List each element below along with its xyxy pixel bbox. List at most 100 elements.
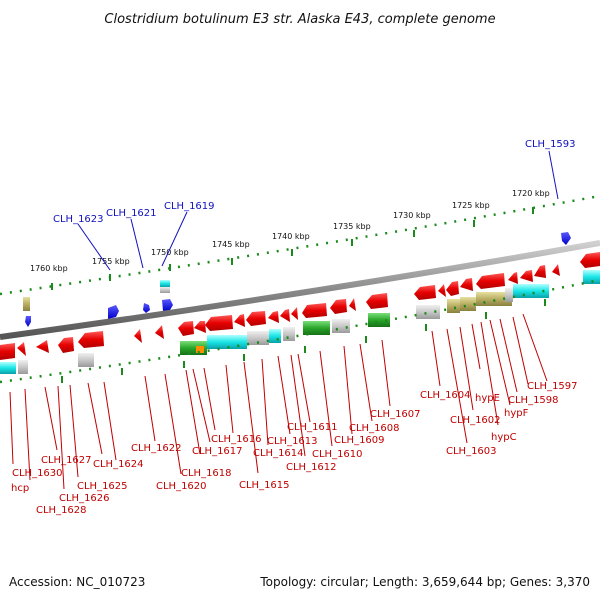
cyan-feature [269,329,281,343]
ruler-label: 1750 kbp [151,248,189,257]
red-gene-arrow [155,325,164,339]
gene-label-red: hypC [491,432,517,443]
red-gene-arrow [349,298,356,311]
blue-labels: CLH_1623 CLH_1621 CLH_1619 CLH_1593 [53,139,576,225]
genome-backbone [0,240,600,340]
gene-label-red: CLH_1627 [41,455,92,466]
gene-label-red: hypE [475,393,500,404]
genome-summary-text: Topology: circular; Length: 3,659,644 bp… [259,575,590,589]
orange-feature [196,346,204,353]
red-gene-arrow [291,307,298,320]
gray-feature [505,288,513,302]
gene-label-red: CLH_1626 [59,493,110,504]
feature-track [0,270,600,374]
gene-label-red: CLH_1614 [253,448,304,459]
blue-gene-arrow [108,305,119,319]
red-gene-arrow [58,337,74,353]
ruler-label: 1740 kbp [272,232,310,241]
red-labels: CLH_1630 hcp CLH_1627 CLH_1628 CLH_1626 … [11,381,578,516]
gene-label-red: CLH_1615 [239,480,290,491]
gray-feature [18,360,28,374]
red-gene-arrow [476,273,505,289]
red-gene-arrow [508,272,518,284]
reverse-strand-genes [25,232,571,327]
red-gene-arrow [246,311,266,326]
ruler-label: 1735 kbp [333,222,371,231]
red-gene-arrow [534,265,546,278]
upper-features [23,280,170,311]
red-gene-arrow [78,331,104,348]
olive-gene-block [23,297,30,311]
ruler-label: 1720 kbp [512,189,550,198]
gene-label-red: CLH_1613 [267,436,318,447]
red-gene-arrow [520,270,533,282]
cyan-feature [207,335,247,349]
gene-label-red: CLH_1609 [334,435,385,446]
gray-feature [283,327,295,341]
cyan-feature [513,284,549,298]
red-gene-arrow [366,293,388,309]
gene-label-blue: CLH_1621 [106,208,157,219]
red-gene-arrow [134,329,142,343]
red-gene-arrow [17,342,26,356]
outer-ruler [0,194,600,296]
red-gene-arrow [36,340,49,353]
gene-label-red: CLH_1607 [370,409,421,420]
gene-label-red: CLH_1610 [312,449,363,460]
gene-label-red: CLH_1630 [12,468,63,479]
gene-label-red: hypF [504,408,529,419]
red-gene-arrow [0,343,15,360]
red-gene-arrow [302,303,327,318]
red-gene-arrow [205,315,233,331]
red-leader-lines [9,313,548,490]
red-gene-arrow [414,285,436,300]
blue-leader-lines [77,150,559,271]
inner-ruler [0,278,600,384]
gene-label-red: CLH_1602 [450,415,501,426]
red-gene-arrow [438,284,446,297]
red-gene-arrow [580,252,600,268]
gene-label-red: CLH_1618 [181,468,232,479]
blue-gene-arrow [162,299,173,311]
cyan-feature [0,362,16,374]
ruler-label: 1745 kbp [212,240,250,249]
red-gene-arrow [280,309,290,322]
inner-ruler-major-ticks [61,299,546,383]
red-gene-arrow [178,321,194,336]
gray-feature [332,319,350,333]
gene-label-blue: CLH_1623 [53,214,104,225]
gene-label-red: CLH_1625 [77,481,128,492]
blue-gene-arrow [25,316,31,327]
cyan-feature [583,270,600,284]
accession-text: Accession: NC_010723 [9,575,145,589]
gene-label-blue: CLH_1619 [164,201,215,212]
ruler-label: 1730 kbp [393,211,431,220]
outer-ruler-major-ticks [51,207,534,290]
ruler-label: 1725 kbp [452,201,490,210]
gene-label-red: hcp [11,483,29,494]
gene-label-blue: CLH_1593 [525,139,576,150]
gene-label-red: CLH_1616 [211,434,262,445]
gray-gene-block [160,287,170,293]
olive-feature [447,299,460,313]
green-feature [368,313,390,327]
gene-label-red: CLH_1611 [287,422,338,433]
red-gene-arrow [268,311,279,323]
red-gene-arrow [460,278,473,291]
gene-label-red: CLH_1622 [131,443,182,454]
red-gene-arrow [194,321,206,333]
red-gene-arrow [234,314,245,327]
cyan-gene-block [160,280,170,287]
olive-feature [460,297,476,311]
gray-feature [78,353,94,367]
ruler-label: 1755 kbp [92,257,130,266]
gene-label-red: CLH_1597 [527,381,578,392]
blue-gene-arrow [143,303,150,313]
forward-strand-genes [0,252,600,360]
red-gene-arrow [552,264,560,276]
gray-feature [416,305,440,319]
gene-label-red: CLH_1604 [420,390,471,401]
gene-label-red: CLH_1624 [93,459,144,470]
gene-label-red: CLH_1612 [286,462,337,473]
red-gene-arrow [330,299,347,314]
